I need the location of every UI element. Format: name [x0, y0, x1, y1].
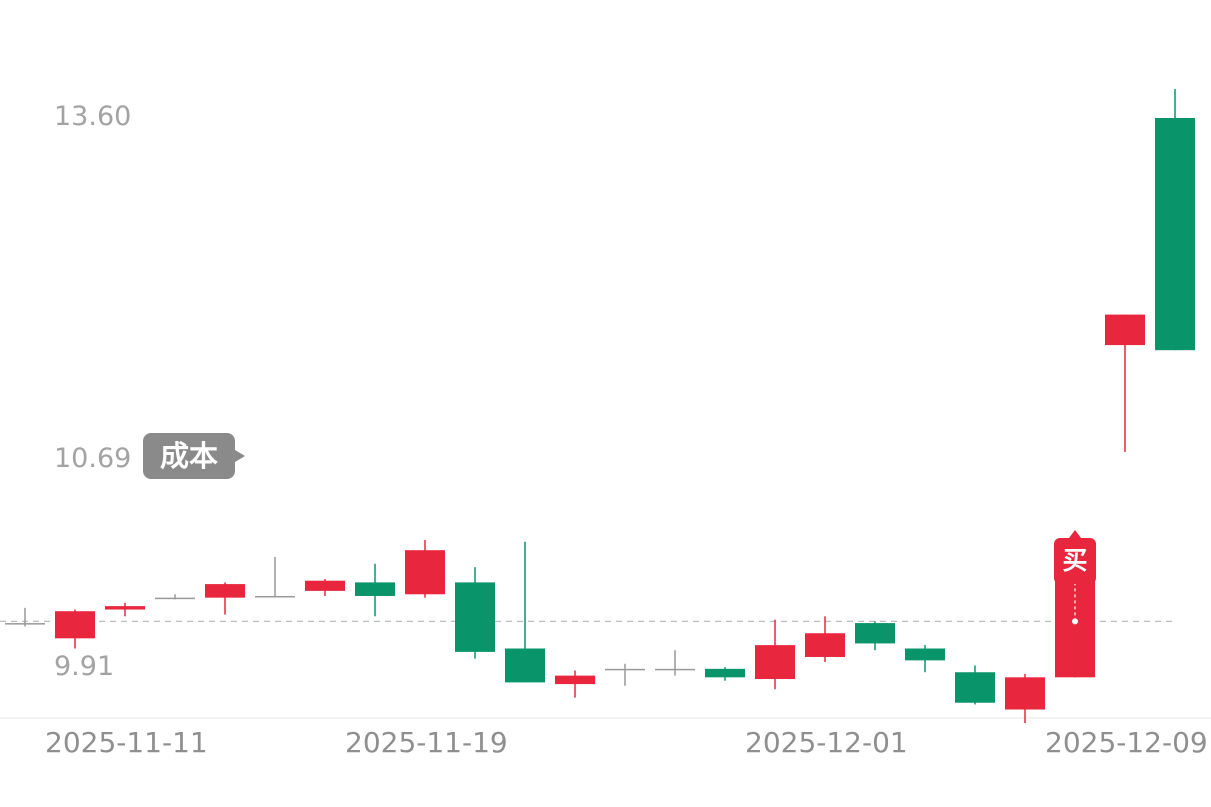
candle-body	[955, 672, 995, 703]
candle-body	[705, 668, 745, 678]
candle-body	[755, 645, 795, 680]
candle-body	[855, 623, 895, 644]
candle-body	[305, 580, 345, 591]
candle-body	[1005, 677, 1045, 710]
buy-marker-badge[interactable]: 买	[1054, 530, 1096, 584]
candle-body	[655, 668, 695, 671]
candle-body	[605, 668, 645, 671]
x-axis-label-3: 2025-12-01	[745, 726, 908, 759]
candle-body	[555, 675, 595, 685]
y-axis-label-high: 13.60	[54, 101, 132, 132]
cost-badge: 成本	[143, 433, 245, 479]
candle-body	[455, 582, 495, 652]
candle-body	[5, 623, 45, 625]
candle-body	[1105, 314, 1145, 346]
candle-body	[905, 648, 945, 661]
x-axis-label-1: 2025-11-11	[45, 726, 208, 759]
y-axis-label-low: 9.91	[54, 651, 115, 682]
candle-body	[355, 582, 395, 596]
candle-body	[1155, 117, 1195, 351]
buy-marker-dot	[1072, 618, 1078, 625]
candle-body	[805, 633, 845, 657]
candle-body	[205, 584, 245, 598]
x-axis-label-2: 2025-11-19	[345, 726, 508, 759]
y-axis-label-mid: 10.69	[54, 443, 132, 474]
candle-body	[155, 597, 195, 600]
candle-body	[255, 595, 295, 598]
candles-group	[5, 89, 1195, 724]
candle-body	[55, 611, 95, 639]
x-axis-label-4: 2025-12-09	[1045, 726, 1208, 759]
candle-body	[405, 550, 445, 595]
candle-body	[105, 606, 145, 610]
candle-body	[505, 648, 545, 683]
